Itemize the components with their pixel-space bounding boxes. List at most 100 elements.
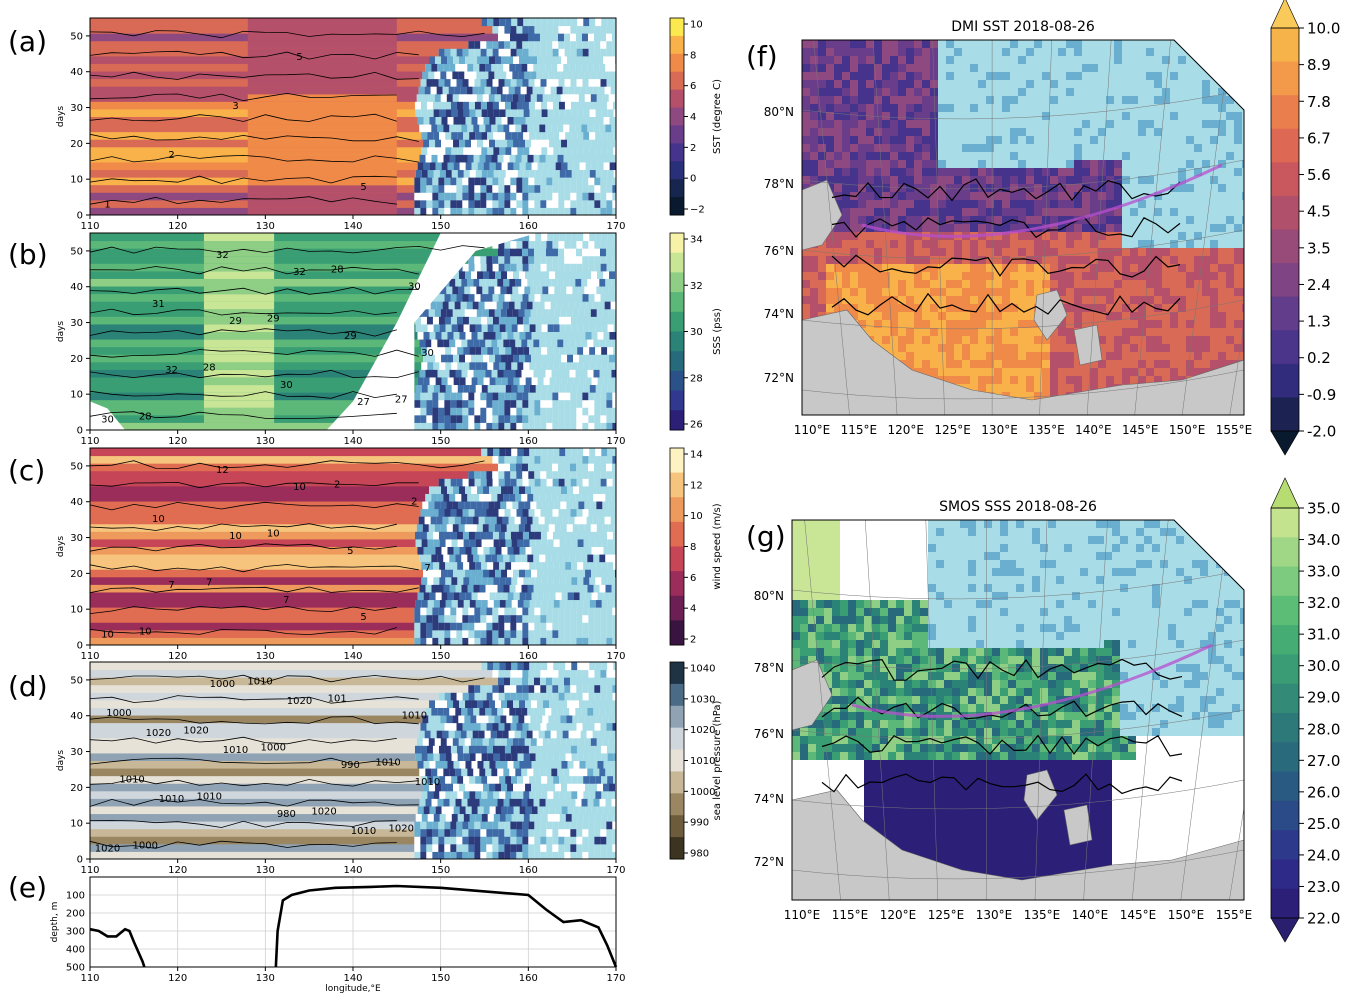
ice-cell (476, 308, 483, 317)
map-cell (1226, 192, 1234, 200)
ice-cell (612, 828, 616, 837)
ice-cell (558, 40, 565, 49)
map-cell (802, 128, 810, 136)
ice-cell (610, 86, 616, 95)
y-tick-label: 0 (77, 855, 83, 866)
ice-cell (462, 821, 469, 830)
ice-cell (481, 790, 488, 799)
ice-cell (547, 108, 554, 117)
ice-cell (540, 684, 547, 693)
ice-cell (481, 561, 488, 570)
ice-cell (546, 614, 553, 623)
map-cell (994, 200, 1002, 208)
ice-cell (601, 18, 608, 27)
ice-cell (558, 263, 565, 272)
colorbar-tick-label: 1020 (690, 725, 715, 736)
map-cell (1170, 152, 1178, 160)
map-cell (946, 184, 954, 192)
map-cell (930, 64, 938, 72)
map-cell (858, 96, 866, 104)
ice-cell (569, 584, 576, 593)
ice-cell (585, 485, 592, 494)
map-cell (1002, 112, 1010, 120)
ice-cell (576, 637, 583, 646)
map-cell (874, 176, 882, 184)
map-cell (978, 160, 986, 168)
map-cell (834, 184, 842, 192)
ice-cell (436, 86, 443, 95)
ice-cell (461, 124, 468, 133)
map-cell (1202, 152, 1210, 160)
ice-cell (513, 783, 520, 792)
map-cell (1162, 200, 1170, 208)
ice-cell (531, 783, 538, 792)
map-cell (1202, 184, 1210, 192)
ice-cell (477, 546, 484, 555)
ice-cell (552, 316, 559, 325)
ice-cell (582, 607, 589, 616)
ocean-band (90, 692, 439, 701)
ice-cell (557, 33, 564, 42)
map-cell (1018, 56, 1026, 64)
ice-cell (518, 93, 525, 102)
ice-cell (595, 538, 602, 547)
ice-cell (477, 783, 484, 792)
ice-cell (600, 828, 607, 837)
map-cell (1010, 96, 1018, 104)
map-cell (1218, 192, 1226, 200)
ice-cell (522, 407, 529, 416)
map-cell (1122, 40, 1130, 48)
ice-cell (527, 493, 534, 502)
ice-cell (540, 207, 547, 216)
ice-cell (564, 637, 571, 646)
ice-cell (462, 184, 469, 193)
ice-cell (477, 116, 484, 125)
colorbar-tick-label: 34 (690, 235, 703, 246)
ice-cell (582, 470, 589, 479)
y-tick-label: 200 (66, 909, 85, 920)
map-cell (1002, 176, 1010, 184)
ice-cell (558, 669, 565, 678)
ice-cell (531, 55, 538, 64)
map-cell (858, 40, 866, 48)
ice-cell (447, 376, 454, 386)
ice-cell (535, 346, 542, 355)
ice-cell (547, 346, 554, 355)
ice-cell (480, 622, 487, 631)
colorbar-tick-label: 980 (690, 849, 709, 860)
map-cell (938, 40, 946, 48)
ice-cell (534, 407, 541, 416)
map-cell (922, 152, 930, 160)
ice-cell (444, 407, 451, 416)
ice-cell (438, 293, 445, 302)
ice-cell (602, 523, 609, 532)
ice-cell (579, 546, 586, 555)
ice-cell (559, 18, 566, 27)
y-tick-label: 40 (70, 282, 83, 293)
ice-cell (594, 455, 601, 464)
ice-cell (606, 407, 613, 416)
ice-cell (516, 821, 523, 830)
ice-cell (523, 561, 530, 570)
ice-cell (566, 71, 573, 80)
ice-cell (601, 169, 608, 178)
ice-cell (474, 470, 481, 479)
ice-cell (420, 414, 427, 423)
ice-cell (463, 108, 470, 117)
ice-cell (513, 699, 520, 708)
ice-cell (524, 523, 531, 532)
map-cell (906, 136, 914, 144)
ice-cell (486, 821, 493, 830)
map-cell (1138, 40, 1146, 48)
ocean-band (247, 40, 397, 49)
ice-cell (591, 270, 598, 279)
ice-cell (561, 161, 568, 171)
ice-cell (552, 684, 559, 693)
ice-cell (540, 40, 547, 49)
ice-cell (551, 768, 558, 777)
map-cell (1226, 136, 1234, 144)
ice-cell (490, 86, 497, 95)
ice-cell (429, 699, 436, 708)
ice-cell (571, 323, 578, 332)
ice-cell (535, 813, 542, 822)
